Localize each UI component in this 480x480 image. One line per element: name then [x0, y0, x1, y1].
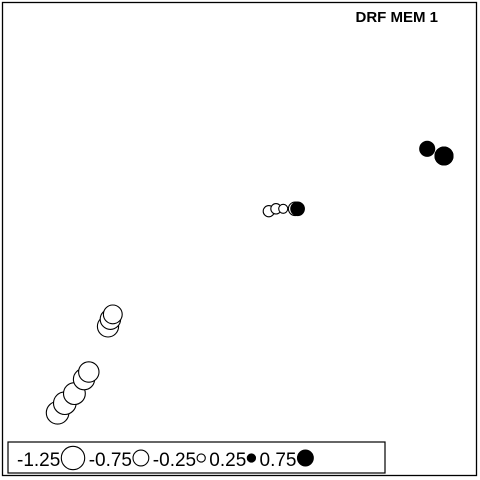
points-layer: [45, 140, 454, 425]
legend-symbol-4: [246, 453, 257, 463]
data-point-16: [434, 146, 454, 166]
legend-label-3: -0.25: [153, 450, 196, 471]
chart-title: DRF MEM 1: [356, 9, 439, 26]
legend-label-4: 0.25: [209, 450, 246, 471]
data-point-13: [290, 201, 305, 217]
data-point-11: [278, 203, 289, 214]
legend-symbol-3: [196, 453, 206, 463]
legend-symbol-5: [296, 449, 314, 467]
legend-label-5: 0.75: [260, 450, 297, 471]
legend-label-2: -0.75: [89, 450, 132, 471]
data-point-8: [102, 304, 123, 325]
data-point-5: [78, 361, 100, 383]
legend-label-1: -1.25: [17, 450, 60, 471]
legend: -1.25 -0.75 -0.25 0.25 0.75: [7, 441, 386, 474]
legend-symbol-2: [132, 449, 150, 467]
data-point-14: [419, 140, 436, 157]
legend-symbol-1: [60, 445, 86, 471]
